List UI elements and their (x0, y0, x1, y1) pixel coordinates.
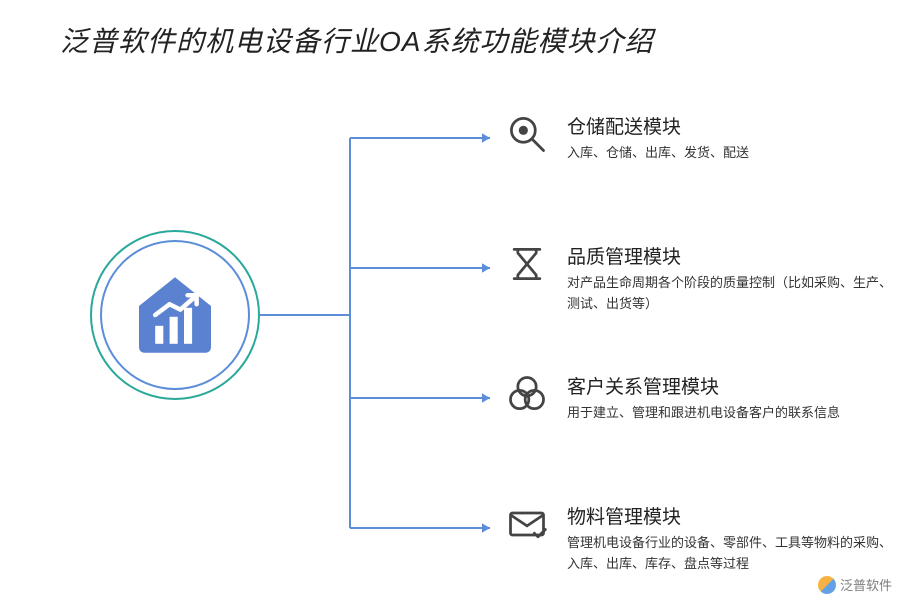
watermark-text: 泛普软件 (840, 575, 892, 594)
module-text: 仓储配送模块 入库、仓储、出库、发货、配送 (567, 112, 749, 164)
hourglass-icon (505, 242, 549, 286)
envelope-icon (505, 502, 549, 546)
module-title: 仓储配送模块 (567, 112, 749, 139)
central-icon-group (90, 230, 260, 400)
page-title: 泛普软件的机电设备行业OA系统功能模块介绍 (60, 20, 653, 60)
magnifier-icon (505, 112, 549, 156)
module-text: 客户关系管理模块 用于建立、管理和跟进机电设备客户的联系信息 (567, 372, 840, 424)
venn-icon (505, 372, 549, 416)
watermark-logo-icon (818, 576, 836, 594)
module-desc: 用于建立、管理和跟进机电设备客户的联系信息 (567, 403, 840, 424)
house-chart-icon (130, 270, 220, 360)
module-title: 客户关系管理模块 (567, 372, 840, 399)
module-2: 客户关系管理模块 用于建立、管理和跟进机电设备客户的联系信息 (505, 372, 840, 424)
module-desc: 对产品生命周期各个阶段的质量控制（比如采购、生产、测试、出货等） (567, 273, 897, 315)
module-text: 品质管理模块 对产品生命周期各个阶段的质量控制（比如采购、生产、测试、出货等） (567, 242, 897, 315)
module-3: 物料管理模块 管理机电设备行业的设备、零部件、工具等物料的采购、入库、出库、库存… (505, 502, 897, 575)
module-1: 品质管理模块 对产品生命周期各个阶段的质量控制（比如采购、生产、测试、出货等） (505, 242, 897, 315)
module-0: 仓储配送模块 入库、仓储、出库、发货、配送 (505, 112, 749, 164)
watermark: 泛普软件 (818, 575, 892, 594)
module-desc: 管理机电设备行业的设备、零部件、工具等物料的采购、入库、出库、库存、盘点等过程 (567, 533, 897, 575)
module-title: 品质管理模块 (567, 242, 897, 269)
connector-lines (260, 90, 520, 570)
module-title: 物料管理模块 (567, 502, 897, 529)
module-text: 物料管理模块 管理机电设备行业的设备、零部件、工具等物料的采购、入库、出库、库存… (567, 502, 897, 575)
module-desc: 入库、仓储、出库、发货、配送 (567, 143, 749, 164)
